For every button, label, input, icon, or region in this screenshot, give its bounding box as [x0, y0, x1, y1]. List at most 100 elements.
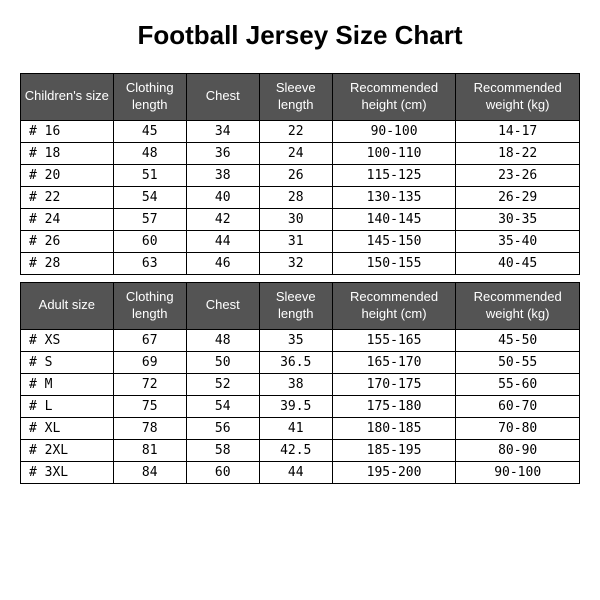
- cell-chest: 34: [186, 120, 259, 142]
- cell-clothing: 60: [113, 230, 186, 252]
- cell-chest: 42: [186, 208, 259, 230]
- cell-sleeve: 32: [259, 252, 332, 274]
- cell-weight: 26-29: [456, 186, 580, 208]
- header-row: Children's sizeClothing lengthChestSleev…: [21, 74, 580, 121]
- cell-chest: 36: [186, 142, 259, 164]
- table-row: # M725238170-17555-60: [21, 373, 580, 395]
- cell-weight: 14-17: [456, 120, 580, 142]
- cell-weight: 50-55: [456, 351, 580, 373]
- cell-sleeve: 24: [259, 142, 332, 164]
- cell-clothing: 63: [113, 252, 186, 274]
- cell-height: 165-170: [332, 351, 456, 373]
- table-row: # 18483624100-11018-22: [21, 142, 580, 164]
- size-chart-table: Children's sizeClothing lengthChestSleev…: [20, 73, 580, 484]
- header-chest: Chest: [186, 74, 259, 121]
- header-height: Recommended height (cm): [332, 282, 456, 329]
- cell-sleeve: 22: [259, 120, 332, 142]
- table-row: # XS674835155-16545-50: [21, 329, 580, 351]
- cell-height: 100-110: [332, 142, 456, 164]
- cell-height: 90-100: [332, 120, 456, 142]
- cell-size: # 16: [21, 120, 114, 142]
- table-row: # 24574230140-14530-35: [21, 208, 580, 230]
- cell-chest: 46: [186, 252, 259, 274]
- header-sleeve: Sleeve length: [259, 74, 332, 121]
- cell-size: # 24: [21, 208, 114, 230]
- table-row: # 22544028130-13526-29: [21, 186, 580, 208]
- cell-chest: 48: [186, 329, 259, 351]
- cell-clothing: 51: [113, 164, 186, 186]
- cell-chest: 40: [186, 186, 259, 208]
- page-title: Football Jersey Size Chart: [20, 20, 580, 51]
- cell-height: 180-185: [332, 417, 456, 439]
- cell-clothing: 67: [113, 329, 186, 351]
- cell-chest: 54: [186, 395, 259, 417]
- cell-height: 150-155: [332, 252, 456, 274]
- header-chest: Chest: [186, 282, 259, 329]
- cell-sleeve: 38: [259, 373, 332, 395]
- cell-clothing: 78: [113, 417, 186, 439]
- cell-size: # 28: [21, 252, 114, 274]
- cell-sleeve: 41: [259, 417, 332, 439]
- header-size: Adult size: [21, 282, 114, 329]
- table-row: # 26604431145-15035-40: [21, 230, 580, 252]
- cell-weight: 60-70: [456, 395, 580, 417]
- cell-size: # M: [21, 373, 114, 395]
- cell-sleeve: 44: [259, 461, 332, 483]
- header-row: Adult sizeClothing lengthChestSleeve len…: [21, 282, 580, 329]
- header-weight: Recommended weight (kg): [456, 74, 580, 121]
- cell-sleeve: 35: [259, 329, 332, 351]
- table-row: # 2XL815842.5185-19580-90: [21, 439, 580, 461]
- table-row: # 1645342290-10014-17: [21, 120, 580, 142]
- cell-clothing: 69: [113, 351, 186, 373]
- cell-sleeve: 36.5: [259, 351, 332, 373]
- cell-weight: 70-80: [456, 417, 580, 439]
- table-gap: [21, 274, 580, 282]
- table-row: # 28634632150-15540-45: [21, 252, 580, 274]
- header-clothing: Clothing length: [113, 74, 186, 121]
- header-sleeve: Sleeve length: [259, 282, 332, 329]
- cell-size: # 18: [21, 142, 114, 164]
- cell-height: 115-125: [332, 164, 456, 186]
- cell-size: # 2XL: [21, 439, 114, 461]
- cell-chest: 50: [186, 351, 259, 373]
- cell-weight: 30-35: [456, 208, 580, 230]
- cell-clothing: 48: [113, 142, 186, 164]
- cell-size: # L: [21, 395, 114, 417]
- cell-size: # XS: [21, 329, 114, 351]
- cell-weight: 80-90: [456, 439, 580, 461]
- cell-sleeve: 28: [259, 186, 332, 208]
- cell-sleeve: 39.5: [259, 395, 332, 417]
- cell-chest: 52: [186, 373, 259, 395]
- cell-height: 175-180: [332, 395, 456, 417]
- cell-sleeve: 26: [259, 164, 332, 186]
- header-size: Children's size: [21, 74, 114, 121]
- cell-clothing: 81: [113, 439, 186, 461]
- cell-height: 195-200: [332, 461, 456, 483]
- cell-chest: 38: [186, 164, 259, 186]
- header-clothing: Clothing length: [113, 282, 186, 329]
- cell-size: # 26: [21, 230, 114, 252]
- cell-weight: 35-40: [456, 230, 580, 252]
- cell-height: 185-195: [332, 439, 456, 461]
- cell-size: # XL: [21, 417, 114, 439]
- cell-weight: 55-60: [456, 373, 580, 395]
- cell-weight: 23-26: [456, 164, 580, 186]
- table-row: # 3XL846044195-20090-100: [21, 461, 580, 483]
- cell-height: 170-175: [332, 373, 456, 395]
- header-weight: Recommended weight (kg): [456, 282, 580, 329]
- cell-sleeve: 31: [259, 230, 332, 252]
- header-height: Recommended height (cm): [332, 74, 456, 121]
- cell-clothing: 84: [113, 461, 186, 483]
- cell-chest: 44: [186, 230, 259, 252]
- table-row: # 20513826115-12523-26: [21, 164, 580, 186]
- cell-clothing: 54: [113, 186, 186, 208]
- cell-height: 145-150: [332, 230, 456, 252]
- cell-size: # 22: [21, 186, 114, 208]
- cell-clothing: 72: [113, 373, 186, 395]
- cell-weight: 90-100: [456, 461, 580, 483]
- cell-clothing: 45: [113, 120, 186, 142]
- cell-weight: 45-50: [456, 329, 580, 351]
- cell-chest: 58: [186, 439, 259, 461]
- cell-sleeve: 30: [259, 208, 332, 230]
- cell-chest: 56: [186, 417, 259, 439]
